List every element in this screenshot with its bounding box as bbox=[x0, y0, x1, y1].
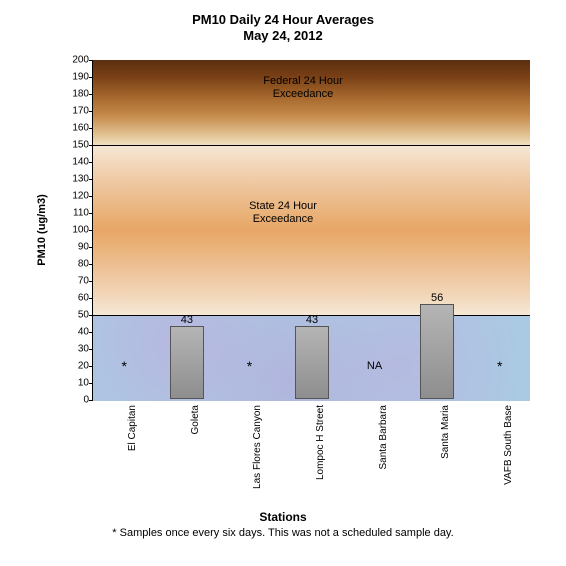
ytick-label: 80 bbox=[59, 259, 93, 270]
ytick-label: 20 bbox=[59, 361, 93, 372]
bar: 43 bbox=[170, 326, 204, 399]
bar-value: 43 bbox=[306, 314, 318, 326]
state-label: State 24 HourExceedance bbox=[223, 200, 343, 226]
ytick-mark bbox=[89, 145, 93, 146]
x-tick-label: Las Flores Canyon bbox=[252, 405, 263, 489]
ytick-mark bbox=[89, 179, 93, 180]
chart: PM10 (ug/m3) Federal 24 HourExceedance S… bbox=[60, 60, 530, 400]
federal-label: Federal 24 HourExceedance bbox=[243, 75, 363, 101]
ytick-label: 190 bbox=[59, 72, 93, 83]
ytick-mark bbox=[89, 196, 93, 197]
ytick-label: 130 bbox=[59, 174, 93, 185]
sample-marker: NA bbox=[367, 360, 382, 372]
ytick-mark bbox=[89, 264, 93, 265]
sample-marker: * bbox=[122, 358, 127, 374]
ytick-mark bbox=[89, 94, 93, 95]
bar-value: 56 bbox=[431, 292, 443, 304]
ytick-label: 0 bbox=[59, 395, 93, 406]
ytick-mark bbox=[89, 383, 93, 384]
x-tick-label: Santa Barbara bbox=[378, 405, 389, 470]
footnote: * Samples once every six days. This was … bbox=[0, 527, 566, 539]
ytick-label: 200 bbox=[59, 55, 93, 66]
sample-marker: * bbox=[497, 358, 502, 374]
x-tick-label: Goleta bbox=[190, 405, 201, 434]
ytick-mark bbox=[89, 213, 93, 214]
x-tick-label: Lompoc H Street bbox=[315, 405, 326, 480]
ytick-mark bbox=[89, 230, 93, 231]
ytick-mark bbox=[89, 349, 93, 350]
ytick-mark bbox=[89, 128, 93, 129]
ytick-label: 100 bbox=[59, 225, 93, 236]
band-federal bbox=[93, 60, 530, 145]
ytick-mark bbox=[89, 400, 93, 401]
x-tick-label: VAFB South Base bbox=[503, 405, 514, 485]
ytick-label: 60 bbox=[59, 293, 93, 304]
ytick-label: 40 bbox=[59, 327, 93, 338]
x-tick-label: El Capitan bbox=[127, 405, 138, 451]
ytick-mark bbox=[89, 315, 93, 316]
ytick-label: 110 bbox=[59, 208, 93, 219]
ytick-label: 140 bbox=[59, 157, 93, 168]
ytick-mark bbox=[89, 332, 93, 333]
y-axis-label: PM10 (ug/m3) bbox=[36, 194, 48, 266]
title-line2: May 24, 2012 bbox=[0, 28, 566, 44]
ytick-label: 70 bbox=[59, 276, 93, 287]
ytick-mark bbox=[89, 60, 93, 61]
ytick-mark bbox=[89, 77, 93, 78]
threshold-150 bbox=[93, 145, 530, 146]
bar: 56 bbox=[420, 304, 454, 399]
ytick-label: 10 bbox=[59, 378, 93, 389]
ytick-label: 90 bbox=[59, 242, 93, 253]
bar: 43 bbox=[295, 326, 329, 399]
sample-marker: * bbox=[247, 358, 252, 374]
ytick-label: 50 bbox=[59, 310, 93, 321]
plot-area: Federal 24 HourExceedance State 24 HourE… bbox=[92, 60, 530, 400]
ytick-label: 30 bbox=[59, 344, 93, 355]
ytick-mark bbox=[89, 111, 93, 112]
ytick-label: 180 bbox=[59, 89, 93, 100]
ytick-label: 170 bbox=[59, 106, 93, 117]
ytick-mark bbox=[89, 281, 93, 282]
x-tick-label: Santa Maria bbox=[440, 405, 451, 459]
ytick-label: 150 bbox=[59, 140, 93, 151]
x-axis-label: Stations bbox=[0, 510, 566, 524]
bar-value: 43 bbox=[181, 314, 193, 326]
chart-title: PM10 Daily 24 Hour Averages May 24, 2012 bbox=[0, 0, 566, 45]
ytick-mark bbox=[89, 162, 93, 163]
x-axis-block: Stations * Samples once every six days. … bbox=[0, 510, 566, 539]
band-state bbox=[93, 145, 530, 315]
ytick-mark bbox=[89, 247, 93, 248]
ytick-mark bbox=[89, 366, 93, 367]
ytick-label: 120 bbox=[59, 191, 93, 202]
title-line1: PM10 Daily 24 Hour Averages bbox=[0, 12, 566, 28]
ytick-mark bbox=[89, 298, 93, 299]
ytick-label: 160 bbox=[59, 123, 93, 134]
